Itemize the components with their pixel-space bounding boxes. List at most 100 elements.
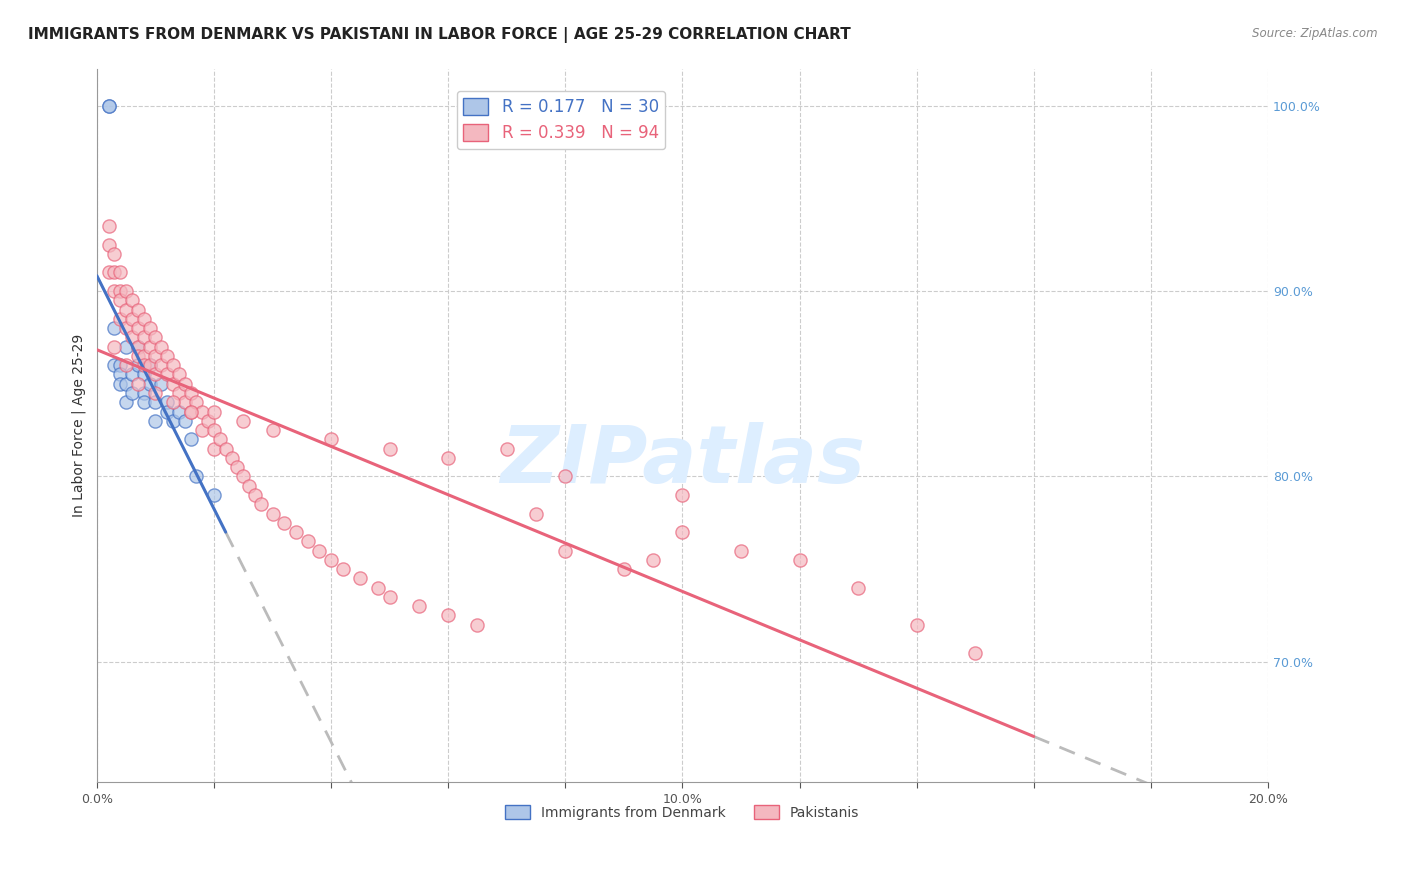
Point	[162, 395, 184, 409]
Point	[121, 330, 143, 344]
Point	[115, 376, 138, 391]
Text: IMMIGRANTS FROM DENMARK VS PAKISTANI IN LABOR FORCE | AGE 25-29 CORRELATION CHAR: IMMIGRANTS FROM DENMARK VS PAKISTANI IN …	[28, 27, 851, 43]
Point	[846, 581, 869, 595]
Point	[132, 386, 155, 401]
Point	[191, 423, 214, 437]
Point	[156, 404, 179, 418]
Point	[132, 330, 155, 344]
Point	[273, 516, 295, 530]
Point	[180, 404, 202, 418]
Point	[208, 433, 231, 447]
Point	[145, 395, 167, 409]
Point	[167, 404, 190, 418]
Point	[173, 414, 195, 428]
Point	[121, 386, 143, 401]
Point	[554, 543, 576, 558]
Point	[138, 358, 160, 372]
Point	[127, 340, 149, 354]
Text: Source: ZipAtlas.com: Source: ZipAtlas.com	[1253, 27, 1378, 40]
Point	[554, 469, 576, 483]
Point	[226, 460, 249, 475]
Point	[145, 386, 167, 401]
Point	[367, 581, 389, 595]
Point	[110, 368, 132, 382]
Point	[332, 562, 354, 576]
Point	[103, 340, 125, 354]
Point	[671, 524, 693, 539]
Point	[138, 340, 160, 354]
Point	[613, 562, 636, 576]
Point	[197, 414, 219, 428]
Point	[173, 395, 195, 409]
Point	[319, 553, 342, 567]
Text: ZIPatlas: ZIPatlas	[501, 422, 865, 500]
Point	[671, 488, 693, 502]
Point	[232, 414, 254, 428]
Point	[262, 507, 284, 521]
Point	[115, 340, 138, 354]
Point	[249, 497, 271, 511]
Point	[789, 553, 811, 567]
Point	[138, 321, 160, 335]
Point	[156, 368, 179, 382]
Point	[965, 646, 987, 660]
Point	[110, 376, 132, 391]
Point	[97, 219, 120, 233]
Point	[97, 237, 120, 252]
Point	[180, 404, 202, 418]
Point	[437, 608, 460, 623]
Point	[202, 442, 225, 456]
Point	[156, 395, 179, 409]
Point	[495, 442, 517, 456]
Point	[186, 469, 208, 483]
Point	[132, 358, 155, 372]
Point	[132, 311, 155, 326]
Point	[138, 358, 160, 372]
Point	[297, 534, 319, 549]
Point	[238, 478, 260, 492]
Point	[408, 599, 430, 614]
Point	[162, 358, 184, 372]
Point	[103, 265, 125, 279]
Point	[643, 553, 665, 567]
Point	[173, 376, 195, 391]
Point	[127, 376, 149, 391]
Point	[232, 469, 254, 483]
Point	[115, 395, 138, 409]
Point	[110, 265, 132, 279]
Point	[167, 368, 190, 382]
Point	[103, 247, 125, 261]
Point	[308, 543, 330, 558]
Point	[180, 386, 202, 401]
Point	[115, 321, 138, 335]
Point	[138, 376, 160, 391]
Point	[905, 617, 928, 632]
Point	[150, 340, 173, 354]
Legend: Immigrants from Denmark, Pakistanis: Immigrants from Denmark, Pakistanis	[499, 799, 865, 825]
Point	[467, 617, 489, 632]
Point	[97, 98, 120, 112]
Point	[349, 571, 371, 585]
Point	[215, 442, 238, 456]
Point	[132, 368, 155, 382]
Point	[319, 433, 342, 447]
Point	[103, 358, 125, 372]
Point	[127, 321, 149, 335]
Point	[162, 414, 184, 428]
Point	[150, 376, 173, 391]
Point	[262, 423, 284, 437]
Point	[110, 358, 132, 372]
Y-axis label: In Labor Force | Age 25-29: In Labor Force | Age 25-29	[72, 334, 86, 517]
Point	[202, 404, 225, 418]
Point	[145, 414, 167, 428]
Point	[127, 358, 149, 372]
Point	[378, 442, 401, 456]
Point	[121, 311, 143, 326]
Point	[110, 311, 132, 326]
Point	[730, 543, 752, 558]
Point	[97, 98, 120, 112]
Point	[110, 293, 132, 308]
Point	[110, 284, 132, 298]
Point	[132, 395, 155, 409]
Point	[150, 358, 173, 372]
